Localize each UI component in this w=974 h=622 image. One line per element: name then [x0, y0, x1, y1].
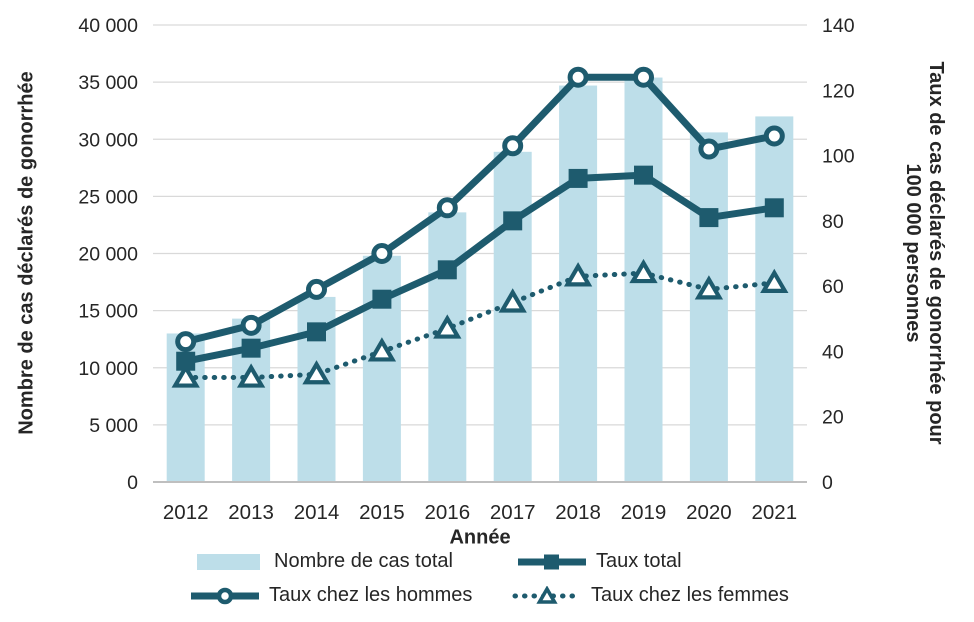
legend-label: Taux total: [596, 550, 682, 572]
bar-2020: [689, 132, 728, 482]
legend-bar-swatch: [195, 552, 265, 572]
right-tick-label: 140: [822, 15, 855, 37]
legend-item-taux-hommes: Taux chez les hommes: [190, 584, 472, 607]
x-tick-label-2020: 2020: [686, 501, 732, 524]
legend-dotted-triangle-swatch: [512, 584, 582, 606]
bar-2021: [755, 116, 794, 483]
legend-label: Nombre de cas total: [274, 550, 453, 572]
right-tick-label: 80: [822, 211, 844, 233]
legend-square-line-swatch: [517, 552, 587, 572]
right-tick-label: 40: [822, 341, 844, 363]
left-axis-title: Nombre de cas déclarés de gonorrhée: [15, 71, 38, 435]
legend-item-taux-total: Taux total: [517, 550, 682, 573]
x-tick-label-2021: 2021: [751, 501, 797, 524]
legend-circle-line-swatch: [190, 586, 260, 606]
left-tick-label: 30 000: [78, 129, 138, 151]
line-series-square: [176, 165, 784, 371]
legend-item-nombre-cas: Nombre de cas total: [195, 550, 453, 573]
bar-2017: [493, 151, 532, 482]
x-tick-label-2015: 2015: [359, 501, 405, 524]
legend-item-taux-femmes: Taux chez les femmes: [512, 584, 789, 607]
x-tick-label-2017: 2017: [490, 501, 536, 524]
left-tick-label: 25 000: [78, 186, 138, 208]
x-tick-label-2013: 2013: [228, 501, 274, 524]
right-tick-label: 100: [822, 146, 855, 168]
x-axis-title: Année: [449, 526, 511, 549]
left-tick-label: 15 000: [78, 301, 138, 323]
left-tick-label: 5 000: [89, 415, 138, 437]
right-tick-label: 0: [822, 472, 833, 494]
left-tick-label: 35 000: [78, 72, 138, 94]
right-axis-title-line2: 100 000 personnes: [902, 163, 924, 343]
legend-label: Taux chez les femmes: [591, 584, 789, 606]
right-axis-title: Taux de cas déclarés de gonorrhée pour 1…: [901, 13, 947, 493]
right-tick-label: 60: [822, 276, 844, 298]
left-tick-label: 40 000: [78, 15, 138, 37]
x-tick-label-2014: 2014: [294, 501, 340, 524]
x-tick-label-2012: 2012: [163, 501, 209, 524]
bar-2016: [428, 212, 467, 482]
left-tick-label: 20 000: [78, 244, 138, 266]
line-series-circle: [175, 66, 785, 353]
x-tick-label-2019: 2019: [621, 501, 667, 524]
left-tick-label: 0: [127, 472, 138, 494]
right-axis-title-line1: Taux de cas déclarés de gonorrhée pour: [925, 61, 947, 445]
x-tick-label-2016: 2016: [424, 501, 470, 524]
axis-tick-labels: 0 5 000 10 000 15 000 20 000 25 000 30 000 35 0…: [78, 15, 854, 524]
line-series-triangle: [171, 258, 789, 388]
right-tick-label: 20: [822, 407, 844, 429]
left-tick-label: 10 000: [78, 358, 138, 380]
right-tick-label: 120: [822, 80, 855, 102]
x-tick-label-2018: 2018: [555, 501, 601, 524]
legend-label: Taux chez les hommes: [269, 584, 473, 606]
